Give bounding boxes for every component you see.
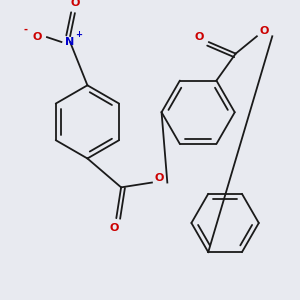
Text: O: O: [70, 0, 80, 8]
Text: O: O: [155, 173, 164, 183]
Text: O: O: [33, 32, 42, 42]
Text: O: O: [260, 26, 269, 37]
Text: +: +: [75, 30, 82, 39]
Text: -: -: [24, 25, 28, 34]
Text: N: N: [65, 37, 75, 47]
Text: O: O: [194, 32, 204, 42]
Text: O: O: [110, 223, 119, 233]
